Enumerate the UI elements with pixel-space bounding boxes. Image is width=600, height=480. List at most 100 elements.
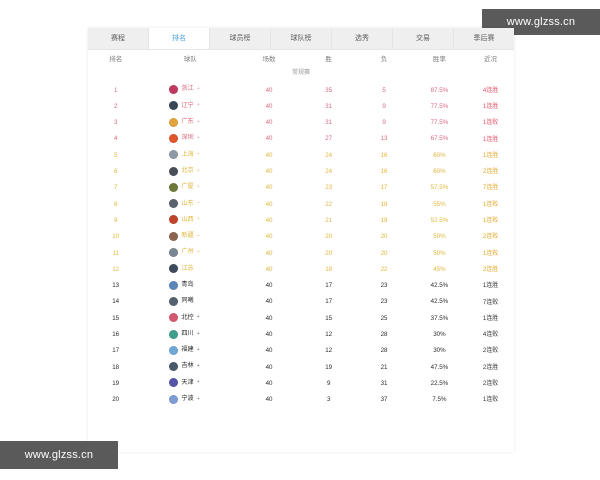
- team-logo-icon: [169, 199, 179, 209]
- table-row[interactable]: 6 北京 +40 24 16 60% 2连胜: [88, 164, 514, 180]
- cell-win-pct: 60%: [433, 168, 446, 176]
- cell-recent-form: 7连败: [482, 299, 499, 306]
- team-follow-plus-icon[interactable]: +: [196, 249, 200, 256]
- cell-win-pct: 7.5%: [432, 396, 447, 404]
- team-follow-plus-icon[interactable]: +: [196, 232, 200, 239]
- team-logo-icon: [169, 231, 179, 241]
- column-header: 负: [380, 56, 388, 63]
- cell-team[interactable]: 福建 +: [143, 343, 237, 359]
- team-follow-plus-icon[interactable]: +: [196, 346, 200, 353]
- table-row[interactable]: 20 宁波 +40 3 37 7.5% 1连败: [88, 392, 514, 408]
- cell-team[interactable]: 山东 +: [143, 197, 237, 213]
- cell-recent-form: 1连胜: [482, 315, 499, 322]
- tab-draft[interactable]: 选秀: [332, 28, 393, 49]
- cell-team[interactable]: 吉林 +: [143, 360, 237, 376]
- team-logo-icon: [169, 394, 179, 404]
- table-row[interactable]: 1 浙江 +40 35 5 87.5% 4连胜: [88, 83, 514, 99]
- cell-recent-form: 1连胜: [482, 103, 499, 110]
- cell-wins: 24: [325, 168, 333, 176]
- cell-team[interactable]: 上海 +: [143, 148, 237, 164]
- cell-team[interactable]: 北控 +: [143, 311, 237, 327]
- cell-games: 40: [265, 86, 273, 94]
- table-row[interactable]: 14 同曦 40 17 23 42.5% 7连败: [88, 294, 514, 310]
- team-logo-icon: [169, 101, 179, 111]
- cell-team[interactable]: 深圳 +: [143, 131, 237, 147]
- table-row[interactable]: 11 广州 +40 20 20 50% 1连败: [88, 245, 514, 261]
- team-name: 四川: [181, 329, 194, 337]
- tab-standings[interactable]: 排名: [149, 28, 210, 49]
- cell-rank: 14: [112, 298, 120, 306]
- table-row[interactable]: 5 上海 +40 24 16 60% 1连胜: [88, 148, 514, 164]
- table-row[interactable]: 8 山东 +40 22 18 55% 1连败: [88, 197, 514, 213]
- cell-win-pct: 30%: [433, 347, 446, 355]
- cell-wins: 23: [325, 184, 333, 192]
- column-header: 胜率: [432, 56, 446, 63]
- team-follow-plus-icon[interactable]: +: [196, 379, 200, 386]
- cell-team[interactable]: 同曦: [143, 294, 237, 310]
- cell-recent-form: 1连败: [482, 201, 499, 208]
- table-row[interactable]: 2 辽宁 +40 31 9 77.5% 1连胜: [88, 99, 514, 115]
- team-follow-plus-icon[interactable]: +: [196, 134, 200, 141]
- cell-team[interactable]: 广东 +: [143, 115, 237, 131]
- cell-win-pct: 77.5%: [430, 102, 449, 110]
- tab-playoffs[interactable]: 季后赛: [454, 28, 514, 49]
- table-row[interactable]: 10 新疆 +40 20 20 50% 2连败: [88, 229, 514, 245]
- cell-team[interactable]: 新疆 +: [143, 229, 237, 245]
- cell-recent-form: 4连胜: [482, 87, 499, 94]
- team-follow-plus-icon[interactable]: +: [196, 395, 200, 402]
- cell-win-pct: 47.5%: [430, 363, 449, 371]
- team-follow-plus-icon[interactable]: +: [196, 151, 200, 158]
- tab-schedule[interactable]: 赛程: [88, 28, 149, 49]
- tab-trades[interactable]: 交易: [393, 28, 454, 49]
- cell-losses: 5: [382, 86, 386, 94]
- cell-losses: 20: [380, 233, 388, 241]
- cell-win-pct: 50%: [433, 233, 446, 241]
- table-row[interactable]: 9 山西 +40 21 19 52.5% 1连败: [88, 213, 514, 229]
- cell-games: 40: [265, 119, 273, 127]
- team-logo-icon: [169, 280, 179, 290]
- team-follow-plus-icon[interactable]: +: [196, 200, 200, 207]
- table-row[interactable]: 16 四川 +40 12 28 30% 4连败: [88, 327, 514, 343]
- cell-team[interactable]: 广州 +: [143, 245, 237, 261]
- tab-team-leaders[interactable]: 球队榜: [271, 28, 332, 49]
- team-follow-plus-icon[interactable]: +: [196, 183, 200, 190]
- cell-team[interactable]: 四川 +: [143, 327, 237, 343]
- table-row[interactable]: 19 天津 +40 9 31 22.5% 2连败: [88, 376, 514, 392]
- cell-losses: 17: [380, 184, 388, 192]
- cell-team[interactable]: 广厦 +: [143, 180, 237, 196]
- cell-wins: 27: [325, 135, 333, 143]
- team-follow-plus-icon[interactable]: +: [196, 167, 200, 174]
- team-logo-icon: [169, 248, 179, 258]
- cell-team[interactable]: 山西 +: [143, 213, 237, 229]
- table-row[interactable]: 3 广东 +40 31 9 77.5% 1连败: [88, 115, 514, 131]
- team-follow-plus-icon[interactable]: +: [196, 86, 200, 93]
- cell-losses: 22: [380, 265, 388, 273]
- team-follow-plus-icon[interactable]: +: [196, 363, 200, 370]
- cell-wins: 17: [325, 282, 333, 290]
- cell-rank: 18: [112, 363, 120, 371]
- table-row[interactable]: 18 吉林 +40 19 21 47.5% 2连胜: [88, 360, 514, 376]
- column-header: 球队: [183, 56, 197, 63]
- table-row[interactable]: 12 江苏 40 18 22 45% 2连胜: [88, 262, 514, 278]
- table-row[interactable]: 4 深圳 +40 27 13 67.5% 1连胜: [88, 131, 514, 147]
- team-follow-plus-icon[interactable]: +: [196, 102, 200, 109]
- cell-team[interactable]: 辽宁 +: [143, 99, 237, 115]
- table-row[interactable]: 13 青岛 40 17 23 42.5% 1连胜: [88, 278, 514, 294]
- cell-team[interactable]: 青岛: [143, 278, 237, 294]
- cell-team[interactable]: 江苏: [143, 262, 237, 278]
- team-follow-plus-icon[interactable]: +: [196, 118, 200, 125]
- team-follow-plus-icon[interactable]: +: [196, 314, 200, 321]
- cell-team[interactable]: 天津 +: [143, 376, 237, 392]
- cell-team[interactable]: 北京 +: [143, 164, 237, 180]
- team-name: 上海: [181, 150, 194, 158]
- cell-wins: 24: [325, 151, 333, 159]
- team-follow-plus-icon[interactable]: +: [196, 330, 200, 337]
- cell-team[interactable]: 浙江 +: [143, 83, 237, 99]
- tab-player-leaders[interactable]: 球员榜: [210, 28, 271, 49]
- table-row[interactable]: 15 北控 +40 15 25 37.5% 1连胜: [88, 311, 514, 327]
- table-row[interactable]: 7 广厦 +40 23 17 57.5% 7连胜: [88, 180, 514, 196]
- table-row[interactable]: 17 福建 +40 12 28 30% 2连败: [88, 343, 514, 359]
- team-logo-icon: [169, 117, 179, 127]
- team-follow-plus-icon[interactable]: +: [196, 216, 200, 223]
- cell-team[interactable]: 宁波 +: [143, 392, 237, 408]
